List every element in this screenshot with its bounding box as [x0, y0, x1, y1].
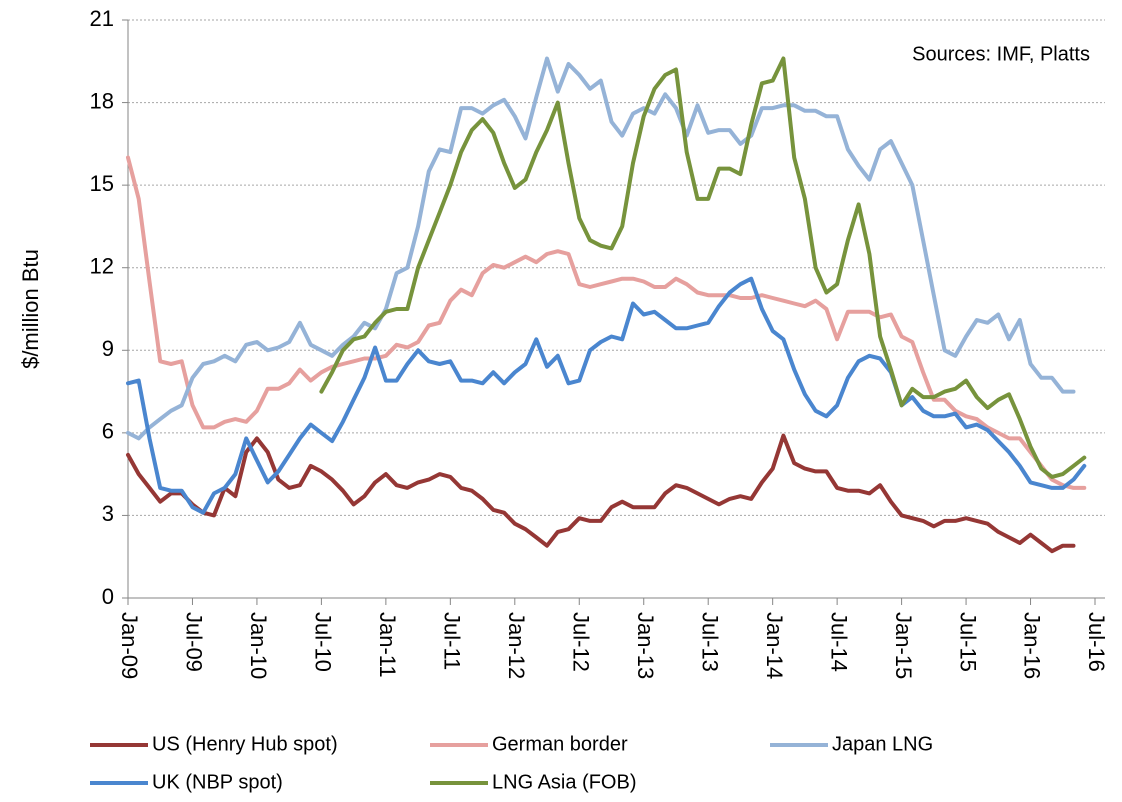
- x-tick-label: Jul-11: [440, 612, 465, 670]
- series-line: [126, 433, 1076, 554]
- y-tick-label: 9: [102, 336, 114, 361]
- y-tick-label: 0: [102, 584, 114, 609]
- y-tick-label: 15: [90, 171, 114, 196]
- legend-label: LNG Asia (FOB): [492, 771, 636, 793]
- x-tick-label: Jan-11: [375, 612, 400, 678]
- y-tick-label: 6: [102, 419, 114, 444]
- x-tick-label: Jul-10: [311, 612, 336, 672]
- y-tick-label: 21: [90, 6, 114, 31]
- x-tick-label: Jan-16: [1020, 612, 1045, 679]
- legend-label: Japan LNG: [832, 733, 933, 755]
- x-tick-label: Jul-13: [697, 612, 722, 672]
- x-tick-label: Jul-14: [826, 612, 851, 672]
- x-tick-label: Jul-12: [568, 612, 593, 672]
- x-tick-label: Jan-10: [246, 612, 271, 679]
- x-tick-label: Jan-12: [504, 612, 529, 679]
- y-axis-label: $/million Btu: [18, 249, 43, 369]
- annotation: Sources: IMF, Platts: [912, 43, 1090, 65]
- x-tick-label: Jul-16: [1084, 612, 1109, 672]
- x-tick-label: Jan-15: [891, 612, 916, 679]
- y-tick-label: 18: [90, 88, 114, 113]
- y-tick-label: 3: [102, 501, 114, 526]
- legend-label: US (Henry Hub spot): [152, 733, 338, 755]
- y-tick-label: 12: [90, 254, 114, 279]
- legend-label: UK (NBP spot): [152, 771, 283, 793]
- x-tick-label: Jan-09: [117, 612, 142, 679]
- x-tick-label: Jan-14: [762, 612, 787, 679]
- series-line: [126, 155, 1087, 490]
- series-line: [126, 276, 1087, 515]
- series-line: [126, 56, 1076, 441]
- x-tick-label: Jan-13: [633, 612, 658, 679]
- series-line: [319, 56, 1087, 479]
- x-tick-label: Jul-15: [955, 612, 980, 672]
- x-tick-label: Jul-09: [182, 612, 207, 672]
- legend-label: German border: [492, 733, 628, 755]
